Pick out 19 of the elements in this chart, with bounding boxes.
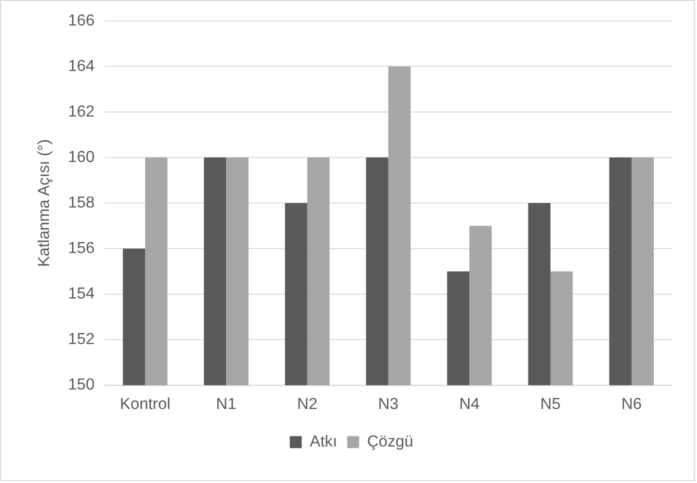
x-tick-label: N6: [621, 396, 642, 414]
x-tick-label: N2: [297, 396, 318, 414]
x-tick-label: N3: [378, 396, 399, 414]
legend-label: Atkı: [310, 434, 338, 451]
y-tick-label: 160: [68, 148, 95, 166]
x-tick-label: N5: [540, 396, 561, 414]
y-tick-label: 164: [68, 58, 95, 75]
y-tick-label: 154: [68, 286, 95, 303]
y-tick-label: 150: [68, 376, 95, 394]
x-tick-label: Kontrol: [120, 396, 170, 414]
y-tick-label: 162: [68, 103, 95, 120]
y-tick-label: 156: [68, 240, 95, 257]
legend-label: Çözgü: [367, 434, 414, 451]
y-tick-label: 158: [68, 194, 95, 212]
x-tick-label: N4: [459, 396, 480, 414]
y-axis-title: Katlanma Açısı (°): [36, 139, 53, 267]
y-tick-label: 152: [68, 331, 95, 348]
x-tick-label: N1: [216, 396, 237, 414]
y-tick-label: 166: [68, 12, 95, 30]
